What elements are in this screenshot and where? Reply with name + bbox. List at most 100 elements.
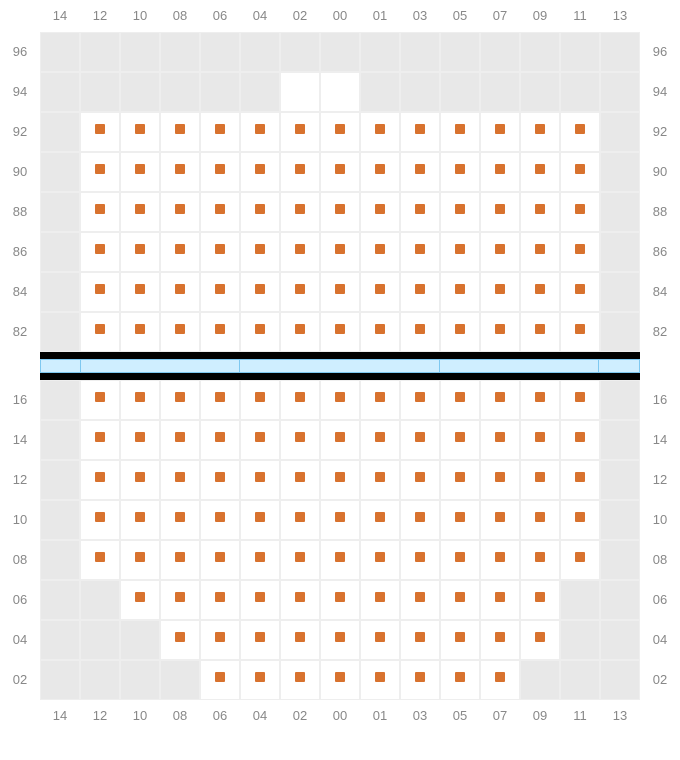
seat-marker[interactable]: [135, 472, 145, 482]
seat-marker[interactable]: [335, 124, 345, 134]
seat-marker[interactable]: [295, 672, 305, 682]
seat-marker[interactable]: [135, 284, 145, 294]
seat-marker[interactable]: [495, 672, 505, 682]
seat-marker[interactable]: [175, 284, 185, 294]
seat-marker[interactable]: [135, 124, 145, 134]
seat-marker[interactable]: [215, 392, 225, 402]
seat-marker[interactable]: [455, 124, 465, 134]
seat-marker[interactable]: [295, 512, 305, 522]
seat-marker[interactable]: [295, 432, 305, 442]
seat-marker[interactable]: [415, 512, 425, 522]
seat-marker[interactable]: [255, 472, 265, 482]
seat-marker[interactable]: [415, 592, 425, 602]
seat-marker[interactable]: [95, 164, 105, 174]
seat-marker[interactable]: [575, 552, 585, 562]
seat-marker[interactable]: [495, 512, 505, 522]
seat-marker[interactable]: [575, 324, 585, 334]
seat-marker[interactable]: [215, 124, 225, 134]
seat-marker[interactable]: [495, 592, 505, 602]
seat-marker[interactable]: [495, 552, 505, 562]
seat-marker[interactable]: [255, 244, 265, 254]
seat-marker[interactable]: [295, 164, 305, 174]
seat-marker[interactable]: [375, 324, 385, 334]
seat-marker[interactable]: [495, 164, 505, 174]
seat-marker[interactable]: [175, 552, 185, 562]
seat-marker[interactable]: [295, 124, 305, 134]
seat-marker[interactable]: [95, 432, 105, 442]
seat-marker[interactable]: [535, 284, 545, 294]
seat-marker[interactable]: [175, 164, 185, 174]
seat-marker[interactable]: [335, 204, 345, 214]
seat-marker[interactable]: [255, 592, 265, 602]
seat-marker[interactable]: [495, 324, 505, 334]
seat-marker[interactable]: [375, 124, 385, 134]
seat-marker[interactable]: [135, 164, 145, 174]
seat-marker[interactable]: [415, 124, 425, 134]
seat-marker[interactable]: [95, 244, 105, 254]
seat-marker[interactable]: [335, 284, 345, 294]
seat-marker[interactable]: [295, 324, 305, 334]
seat-marker[interactable]: [335, 592, 345, 602]
seat-marker[interactable]: [335, 472, 345, 482]
seat-marker[interactable]: [455, 472, 465, 482]
seat-marker[interactable]: [575, 284, 585, 294]
seat-marker[interactable]: [495, 244, 505, 254]
seat-marker[interactable]: [375, 632, 385, 642]
seat-marker[interactable]: [415, 164, 425, 174]
seat-marker[interactable]: [95, 512, 105, 522]
seat-marker[interactable]: [535, 164, 545, 174]
seat-marker[interactable]: [415, 432, 425, 442]
seat-marker[interactable]: [95, 552, 105, 562]
seat-marker[interactable]: [375, 432, 385, 442]
seat-marker[interactable]: [455, 672, 465, 682]
seat-marker[interactable]: [255, 392, 265, 402]
seat-marker[interactable]: [295, 552, 305, 562]
seat-marker[interactable]: [175, 472, 185, 482]
seat-marker[interactable]: [215, 324, 225, 334]
seat-marker[interactable]: [455, 324, 465, 334]
seat-marker[interactable]: [95, 472, 105, 482]
seat-marker[interactable]: [535, 324, 545, 334]
seat-marker[interactable]: [215, 672, 225, 682]
seat-marker[interactable]: [535, 244, 545, 254]
seat-marker[interactable]: [455, 284, 465, 294]
seat-marker[interactable]: [375, 592, 385, 602]
seat-marker[interactable]: [535, 472, 545, 482]
seat-marker[interactable]: [335, 324, 345, 334]
seat-marker[interactable]: [295, 284, 305, 294]
seat-marker[interactable]: [455, 244, 465, 254]
seat-marker[interactable]: [375, 512, 385, 522]
seat-marker[interactable]: [135, 204, 145, 214]
seat-marker[interactable]: [135, 432, 145, 442]
seat-marker[interactable]: [455, 592, 465, 602]
seat-marker[interactable]: [415, 672, 425, 682]
seat-marker[interactable]: [575, 432, 585, 442]
seat-marker[interactable]: [175, 244, 185, 254]
seat-marker[interactable]: [535, 124, 545, 134]
seat-marker[interactable]: [335, 552, 345, 562]
seat-marker[interactable]: [175, 124, 185, 134]
seat-marker[interactable]: [495, 124, 505, 134]
seat-marker[interactable]: [575, 472, 585, 482]
seat-marker[interactable]: [215, 552, 225, 562]
seat-marker[interactable]: [455, 204, 465, 214]
seat-marker[interactable]: [495, 204, 505, 214]
seat-marker[interactable]: [335, 632, 345, 642]
seat-marker[interactable]: [375, 204, 385, 214]
seat-marker[interactable]: [95, 324, 105, 334]
seat-marker[interactable]: [455, 164, 465, 174]
seat-marker[interactable]: [95, 392, 105, 402]
seat-marker[interactable]: [535, 552, 545, 562]
seat-marker[interactable]: [415, 324, 425, 334]
seat-marker[interactable]: [575, 124, 585, 134]
seat-marker[interactable]: [175, 204, 185, 214]
seat-marker[interactable]: [135, 552, 145, 562]
seat-marker[interactable]: [135, 512, 145, 522]
seat-marker[interactable]: [495, 632, 505, 642]
seat-marker[interactable]: [335, 432, 345, 442]
seat-marker[interactable]: [255, 672, 265, 682]
seat-marker[interactable]: [415, 632, 425, 642]
seat-marker[interactable]: [335, 244, 345, 254]
seat-marker[interactable]: [255, 324, 265, 334]
seat-marker[interactable]: [415, 244, 425, 254]
